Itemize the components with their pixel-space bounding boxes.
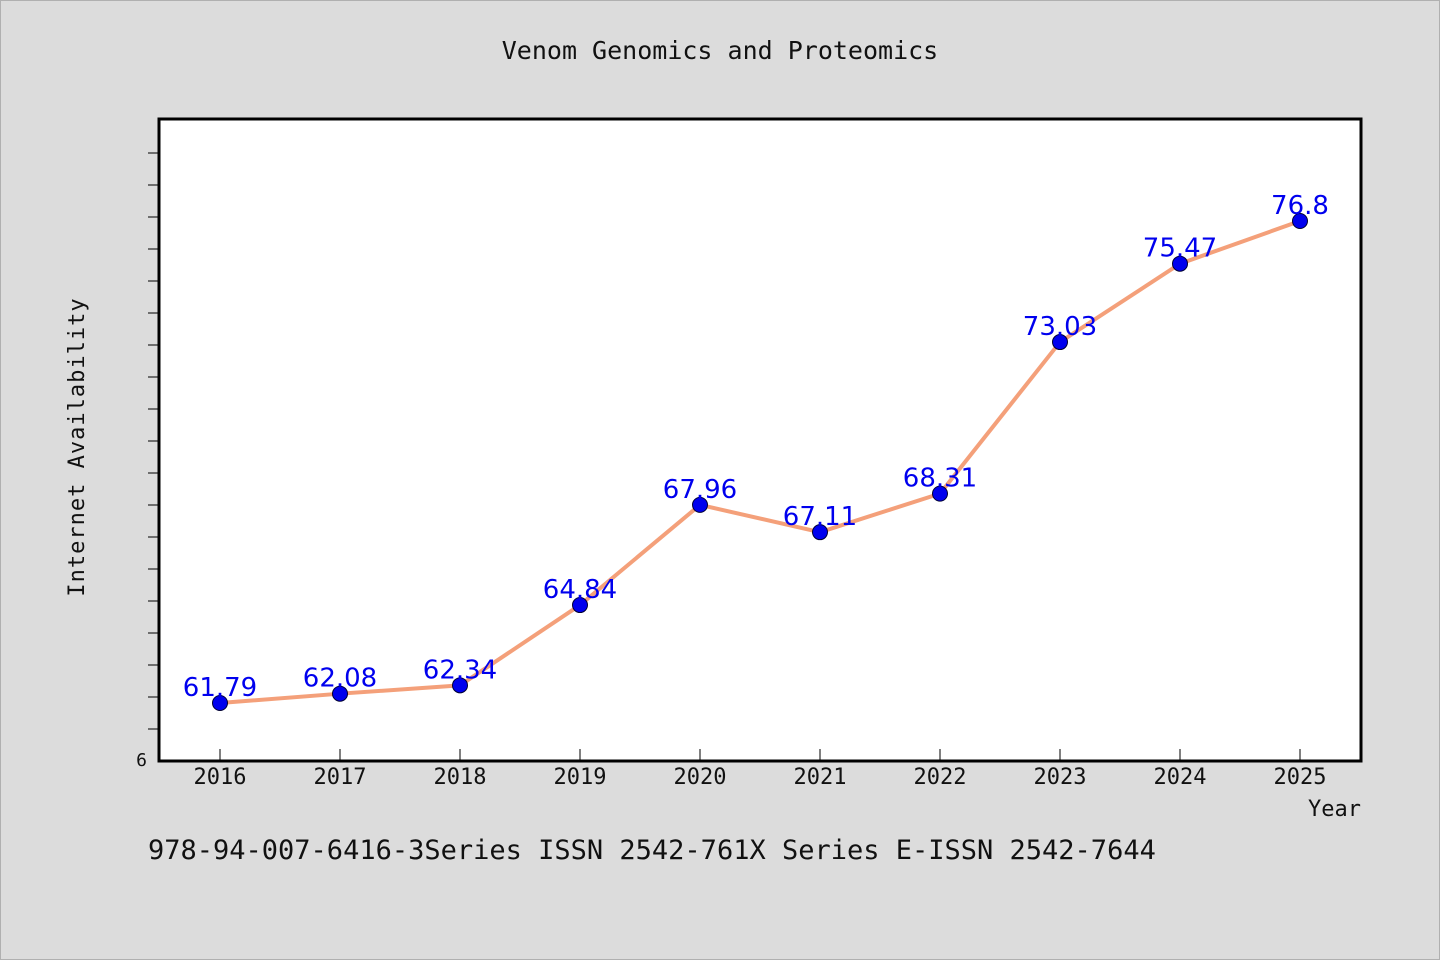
y-axis-label: Internet Availability [65,297,90,596]
data-label: 64.84 [543,575,617,605]
data-label: 68.31 [903,464,977,494]
data-point [452,677,468,694]
data-label: 75.47 [1143,234,1217,264]
data-point [692,496,708,513]
data-point [1292,213,1308,229]
chart-title: Venom Genomics and Proteomics [501,36,939,65]
data-label: 73.03 [1023,312,1097,342]
data-point [572,597,588,614]
data-label: 76.8 [1271,191,1329,221]
x-tick-label: 2017 [314,765,367,790]
y-tick-label: 6 [136,750,147,771]
x-tick-label: 2020 [674,765,727,790]
x-tick-label: 2022 [914,765,967,790]
data-point [1052,334,1068,351]
x-tick-label: 2023 [1034,765,1087,790]
data-point [212,695,228,711]
data-label: 62.34 [423,655,497,685]
x-tick-label: 2016 [194,765,247,790]
x-tick-label: 2025 [1274,765,1327,790]
x-tick-label: 2024 [1154,765,1207,790]
x-tick-label: 2021 [794,765,847,790]
data-point [332,685,348,702]
data-label: 62.08 [303,664,377,694]
x-tick-label: 2019 [554,765,607,790]
data-label: 67.11 [783,502,857,532]
x-axis-label: Year [1308,797,1361,822]
plot-area [157,117,1363,763]
data-label: 67.96 [663,475,737,505]
data-point [1172,255,1188,272]
footer-note: 978-94-007-6416-3Series ISSN 2542-761X S… [148,835,1156,866]
data-point [812,524,828,541]
data-label: 61.79 [183,673,257,703]
data-point [932,485,948,502]
x-tick-label: 2018 [434,765,487,790]
series-line [218,219,1302,705]
